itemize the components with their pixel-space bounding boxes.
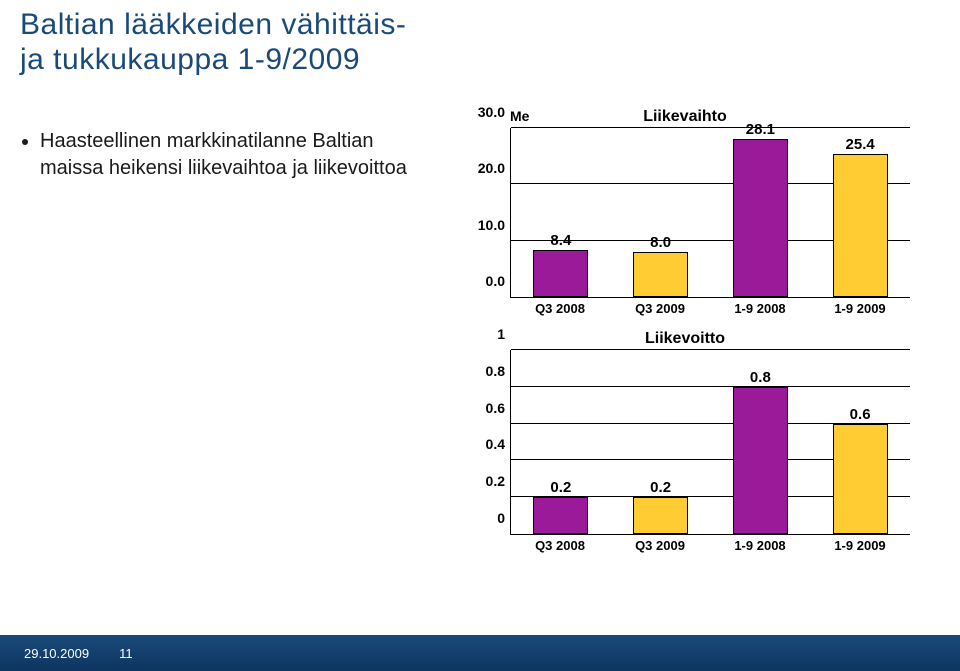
x-tick-label: Q3 2008 <box>510 538 610 560</box>
x-tick-label: 1-9 2009 <box>810 301 910 323</box>
y-tick-label: 0.0 <box>486 273 511 289</box>
bar: 8.0 <box>633 252 688 297</box>
bar: 0.8 <box>733 387 788 534</box>
bullet-item: Haasteellinen markkinatilanne Baltian ma… <box>40 128 420 182</box>
bar-value-label: 0.2 <box>650 479 671 496</box>
bar: 25.4 <box>833 154 888 297</box>
x-tick-label: 1-9 2008 <box>710 301 810 323</box>
bar-value-label: 0.2 <box>550 479 571 496</box>
bar-value-label: 0.8 <box>750 369 771 386</box>
y-tick-label: 1 <box>497 326 511 342</box>
y-tick-label: 0.4 <box>486 436 511 452</box>
x-tick-label: 1-9 2009 <box>810 538 910 560</box>
bar-value-label: 0.6 <box>850 406 871 423</box>
y-tick-label: 30.0 <box>478 104 511 120</box>
bar-value-label: 28.1 <box>746 121 775 138</box>
gridline <box>511 349 910 350</box>
y-tick-label: 0.2 <box>486 473 511 489</box>
profit-chart: Liikevoitto 00.20.40.60.810.20.20.80.6 Q… <box>450 330 920 560</box>
plot-area: 0.010.020.030.08.48.028.125.4 <box>510 128 910 298</box>
x-tick-label: Q3 2008 <box>510 301 610 323</box>
bar-value-label: 8.0 <box>650 234 671 251</box>
chart-title: Liikevoitto <box>450 330 920 348</box>
bar: 0.6 <box>833 424 888 534</box>
y-tick-label: 10.0 <box>478 217 511 233</box>
x-axis: Q3 2008Q3 20091-9 20081-9 2009 <box>510 301 910 323</box>
bar: 0.2 <box>533 497 588 534</box>
bar: 28.1 <box>733 139 788 297</box>
revenue-chart: Me Liikevaihto 0.010.020.030.08.48.028.1… <box>450 108 920 323</box>
gridline <box>511 127 910 128</box>
footer-bar: 29.10.2009 11 <box>0 635 960 671</box>
title-line1: Baltian lääkkeiden vähittäis- <box>20 8 406 41</box>
title-line2: ja tukkukauppa 1-9/2009 <box>20 43 360 76</box>
bullet-block: Haasteellinen markkinatilanne Baltian ma… <box>20 128 420 182</box>
y-tick-label: 0.6 <box>486 400 511 416</box>
plot-area: 00.20.40.60.810.20.20.80.6 <box>510 350 910 535</box>
y-tick-label: 20.0 <box>478 160 511 176</box>
y-tick-label: 0.8 <box>486 363 511 379</box>
footer-date: 29.10.2009 <box>24 646 89 661</box>
footer-page: 11 <box>119 646 133 661</box>
gridline <box>511 386 910 387</box>
x-tick-label: 1-9 2008 <box>710 538 810 560</box>
x-axis: Q3 2008Q3 20091-9 20081-9 2009 <box>510 538 910 560</box>
chart-title: Liikevaihto <box>450 108 920 126</box>
bar: 8.4 <box>533 250 588 297</box>
x-tick-label: Q3 2009 <box>610 538 710 560</box>
y-tick-label: 0 <box>497 510 511 526</box>
bar: 0.2 <box>633 497 688 534</box>
page-title: Baltian lääkkeiden vähittäis- ja tukkuka… <box>20 8 406 77</box>
bar-value-label: 25.4 <box>846 136 875 153</box>
x-tick-label: Q3 2009 <box>610 301 710 323</box>
bar-value-label: 8.4 <box>550 232 571 249</box>
